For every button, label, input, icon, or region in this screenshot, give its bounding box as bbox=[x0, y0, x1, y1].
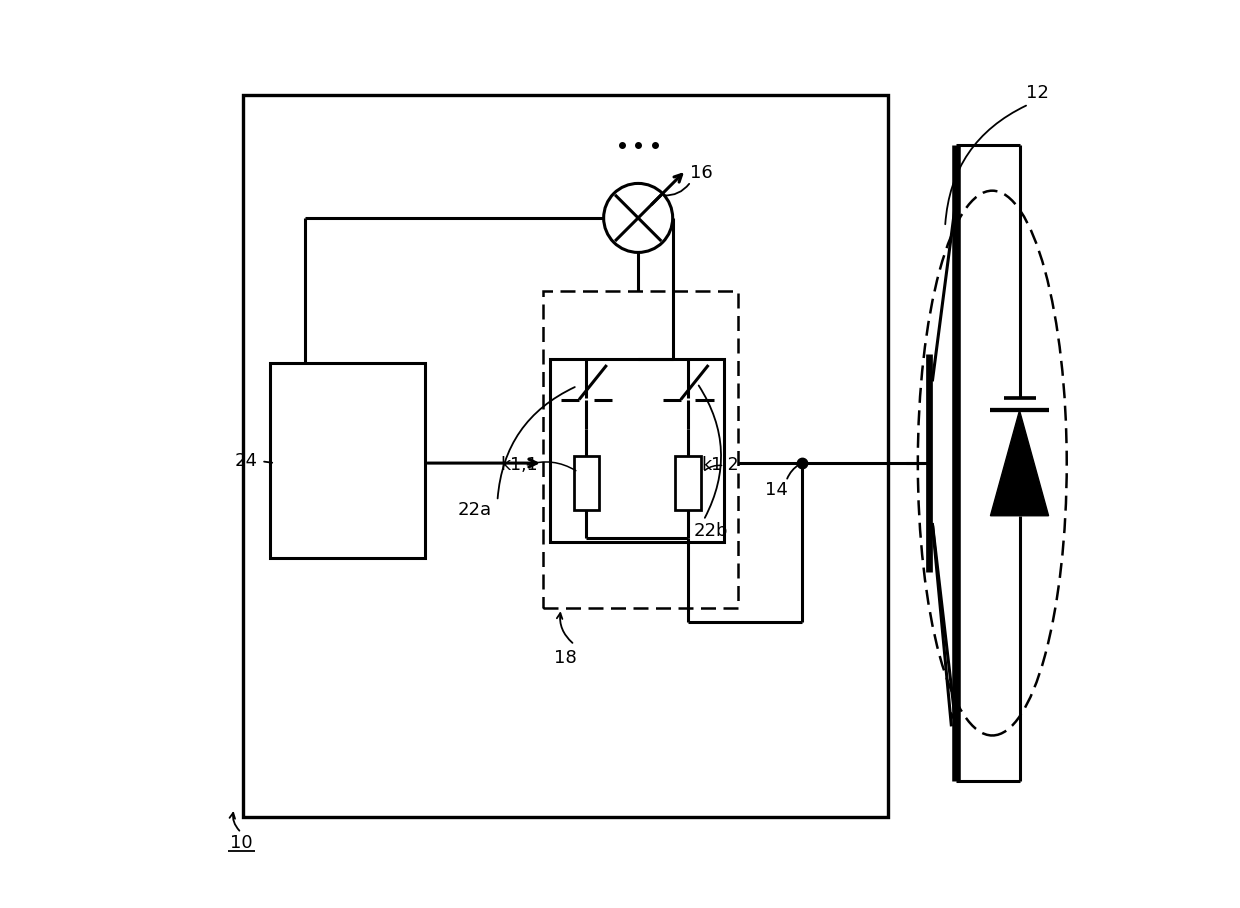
Polygon shape bbox=[991, 410, 1049, 516]
Text: 10: 10 bbox=[231, 834, 253, 852]
Bar bbox=[676, 456, 701, 510]
Text: 22b: 22b bbox=[693, 522, 728, 540]
Bar bbox=[551, 359, 724, 542]
Bar bbox=[270, 363, 425, 558]
Bar bbox=[574, 456, 599, 510]
Bar bbox=[543, 291, 738, 608]
Text: k1,2: k1,2 bbox=[702, 456, 739, 474]
Text: 16: 16 bbox=[691, 163, 713, 182]
Text: 18: 18 bbox=[554, 649, 577, 667]
Text: 12: 12 bbox=[1027, 84, 1049, 102]
Text: 24: 24 bbox=[234, 452, 258, 470]
Text: k1,1: k1,1 bbox=[500, 456, 538, 474]
Text: 22a: 22a bbox=[458, 501, 492, 519]
Bar bbox=[243, 95, 888, 817]
Text: 14: 14 bbox=[765, 481, 787, 499]
